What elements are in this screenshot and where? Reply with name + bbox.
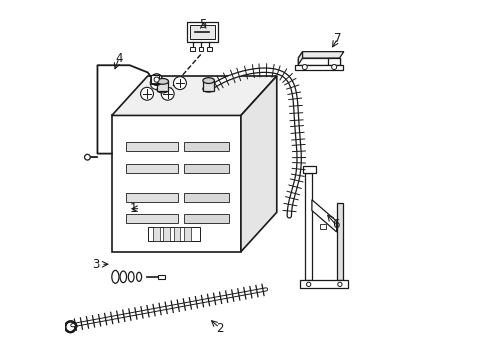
Bar	[319, 225, 325, 229]
Circle shape	[306, 282, 310, 287]
Bar	[207, 47, 211, 51]
Text: 6: 6	[331, 218, 339, 231]
Polygon shape	[305, 173, 311, 280]
Bar	[158, 275, 164, 279]
Circle shape	[337, 282, 341, 287]
Polygon shape	[298, 51, 302, 64]
Bar	[190, 47, 194, 51]
Bar	[187, 22, 217, 42]
Circle shape	[331, 64, 336, 69]
Polygon shape	[302, 166, 315, 173]
Polygon shape	[336, 203, 343, 280]
Bar	[184, 214, 229, 223]
Bar	[153, 226, 159, 241]
Circle shape	[151, 74, 162, 85]
Polygon shape	[311, 200, 336, 232]
Polygon shape	[241, 76, 276, 252]
Bar	[126, 164, 178, 173]
Polygon shape	[300, 280, 348, 288]
Bar	[189, 25, 215, 40]
Polygon shape	[112, 116, 241, 252]
Text: 3: 3	[92, 258, 99, 271]
Text: 5: 5	[199, 18, 206, 31]
Bar	[126, 142, 178, 151]
Text: 4: 4	[115, 51, 122, 64]
Circle shape	[140, 87, 153, 100]
Bar	[157, 81, 168, 91]
Bar	[203, 81, 214, 91]
Bar	[173, 226, 180, 241]
Text: 2: 2	[215, 322, 223, 335]
Bar	[151, 75, 159, 84]
Bar	[184, 142, 229, 151]
Ellipse shape	[128, 272, 134, 282]
Bar	[148, 226, 199, 241]
Polygon shape	[294, 64, 343, 70]
Bar	[198, 47, 203, 51]
Ellipse shape	[157, 78, 168, 84]
Bar	[126, 193, 178, 202]
Bar	[298, 58, 339, 64]
Polygon shape	[298, 51, 343, 58]
Bar	[184, 226, 190, 241]
Ellipse shape	[203, 86, 214, 92]
Ellipse shape	[203, 78, 214, 84]
Bar	[126, 214, 178, 223]
Text: 7: 7	[333, 32, 341, 45]
Circle shape	[161, 87, 174, 100]
Circle shape	[302, 64, 306, 69]
Bar	[163, 226, 169, 241]
Polygon shape	[112, 76, 276, 116]
Ellipse shape	[136, 272, 142, 282]
Circle shape	[84, 154, 90, 160]
Text: 1: 1	[129, 202, 137, 215]
Ellipse shape	[120, 271, 126, 283]
Bar	[184, 193, 229, 202]
Bar	[327, 58, 339, 64]
Circle shape	[154, 77, 159, 82]
Circle shape	[173, 77, 186, 90]
Circle shape	[150, 77, 163, 90]
Ellipse shape	[112, 270, 119, 283]
Bar	[184, 164, 229, 173]
Ellipse shape	[157, 86, 168, 93]
